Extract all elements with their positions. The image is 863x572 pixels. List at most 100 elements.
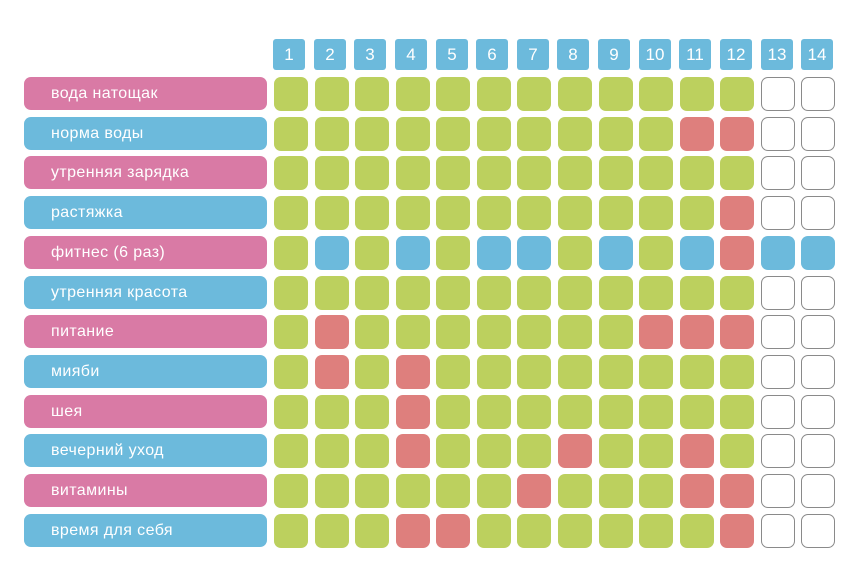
habit-cell-day-1[interactable] [274,236,308,270]
habit-cell-day-11[interactable] [680,117,714,151]
habit-cell-day-4[interactable] [396,355,430,389]
habit-cell-day-12[interactable] [720,276,754,310]
habit-cell-day-14[interactable] [801,77,835,111]
habit-cell-day-13[interactable] [761,514,795,548]
habit-cell-day-10[interactable] [639,355,673,389]
habit-cell-day-9[interactable] [599,276,633,310]
habit-cell-day-6[interactable] [477,196,511,230]
habit-cell-day-14[interactable] [801,276,835,310]
habit-cell-day-12[interactable] [720,474,754,508]
habit-cell-day-7[interactable] [517,355,551,389]
habit-cell-day-8[interactable] [558,117,592,151]
habit-cell-day-6[interactable] [477,514,511,548]
habit-cell-day-2[interactable] [315,276,349,310]
habit-cell-day-8[interactable] [558,156,592,190]
habit-cell-day-4[interactable] [396,315,430,349]
habit-cell-day-5[interactable] [436,474,470,508]
habit-cell-day-1[interactable] [274,514,308,548]
habit-cell-day-14[interactable] [801,315,835,349]
habit-cell-day-12[interactable] [720,395,754,429]
habit-cell-day-2[interactable] [315,395,349,429]
habit-cell-day-10[interactable] [639,315,673,349]
habit-cell-day-5[interactable] [436,117,470,151]
habit-cell-day-7[interactable] [517,434,551,468]
habit-cell-day-2[interactable] [315,474,349,508]
habit-cell-day-12[interactable] [720,77,754,111]
habit-cell-day-3[interactable] [355,156,389,190]
habit-cell-day-2[interactable] [315,355,349,389]
habit-cell-day-7[interactable] [517,395,551,429]
habit-cell-day-7[interactable] [517,236,551,270]
habit-cell-day-8[interactable] [558,355,592,389]
habit-cell-day-6[interactable] [477,474,511,508]
habit-cell-day-1[interactable] [274,117,308,151]
habit-cell-day-2[interactable] [315,156,349,190]
habit-cell-day-12[interactable] [720,514,754,548]
habit-cell-day-1[interactable] [274,156,308,190]
habit-cell-day-6[interactable] [477,315,511,349]
habit-cell-day-9[interactable] [599,434,633,468]
habit-cell-day-7[interactable] [517,315,551,349]
habit-cell-day-8[interactable] [558,434,592,468]
habit-cell-day-6[interactable] [477,77,511,111]
habit-cell-day-6[interactable] [477,236,511,270]
habit-cell-day-13[interactable] [761,236,795,270]
habit-cell-day-5[interactable] [436,196,470,230]
habit-cell-day-14[interactable] [801,355,835,389]
habit-cell-day-8[interactable] [558,276,592,310]
habit-cell-day-11[interactable] [680,434,714,468]
habit-cell-day-5[interactable] [436,156,470,190]
habit-cell-day-9[interactable] [599,77,633,111]
habit-cell-day-5[interactable] [436,434,470,468]
habit-cell-day-14[interactable] [801,156,835,190]
habit-cell-day-8[interactable] [558,395,592,429]
habit-cell-day-7[interactable] [517,117,551,151]
habit-cell-day-13[interactable] [761,315,795,349]
habit-cell-day-10[interactable] [639,474,673,508]
habit-cell-day-9[interactable] [599,514,633,548]
habit-cell-day-13[interactable] [761,117,795,151]
habit-cell-day-1[interactable] [274,474,308,508]
habit-cell-day-3[interactable] [355,355,389,389]
habit-cell-day-6[interactable] [477,156,511,190]
habit-cell-day-13[interactable] [761,434,795,468]
habit-cell-day-9[interactable] [599,315,633,349]
habit-cell-day-7[interactable] [517,156,551,190]
habit-cell-day-12[interactable] [720,434,754,468]
habit-cell-day-8[interactable] [558,196,592,230]
habit-cell-day-12[interactable] [720,117,754,151]
habit-cell-day-5[interactable] [436,276,470,310]
habit-cell-day-5[interactable] [436,395,470,429]
habit-cell-day-5[interactable] [436,514,470,548]
habit-cell-day-8[interactable] [558,514,592,548]
habit-cell-day-5[interactable] [436,77,470,111]
habit-cell-day-12[interactable] [720,236,754,270]
habit-cell-day-11[interactable] [680,156,714,190]
habit-cell-day-4[interactable] [396,474,430,508]
habit-cell-day-3[interactable] [355,315,389,349]
habit-cell-day-2[interactable] [315,236,349,270]
habit-cell-day-2[interactable] [315,434,349,468]
habit-cell-day-4[interactable] [396,395,430,429]
habit-cell-day-9[interactable] [599,236,633,270]
habit-cell-day-7[interactable] [517,474,551,508]
habit-cell-day-11[interactable] [680,276,714,310]
habit-cell-day-3[interactable] [355,236,389,270]
habit-cell-day-14[interactable] [801,514,835,548]
habit-cell-day-8[interactable] [558,474,592,508]
habit-cell-day-9[interactable] [599,117,633,151]
habit-cell-day-10[interactable] [639,196,673,230]
habit-cell-day-4[interactable] [396,77,430,111]
habit-cell-day-14[interactable] [801,434,835,468]
habit-cell-day-12[interactable] [720,315,754,349]
habit-cell-day-2[interactable] [315,514,349,548]
habit-cell-day-4[interactable] [396,276,430,310]
habit-cell-day-11[interactable] [680,355,714,389]
habit-cell-day-10[interactable] [639,156,673,190]
habit-cell-day-13[interactable] [761,156,795,190]
habit-cell-day-11[interactable] [680,196,714,230]
habit-cell-day-14[interactable] [801,395,835,429]
habit-cell-day-11[interactable] [680,315,714,349]
habit-cell-day-1[interactable] [274,315,308,349]
habit-cell-day-12[interactable] [720,156,754,190]
